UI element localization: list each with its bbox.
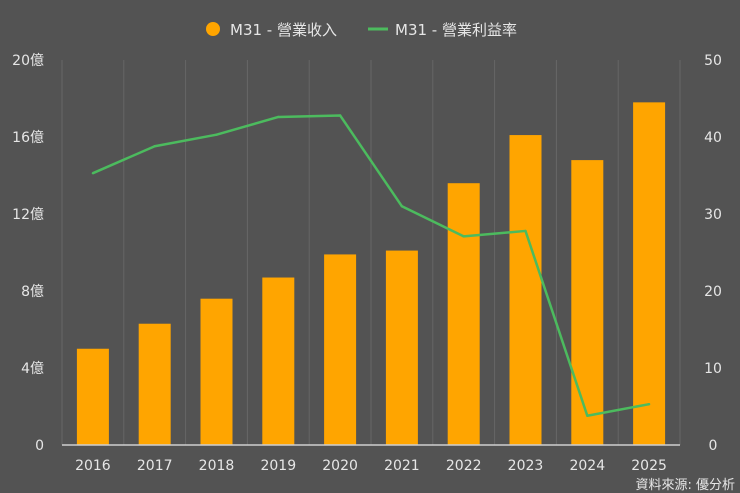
y-right-tick-label: 30: [704, 207, 722, 223]
bar-revenue-2016: [76, 348, 109, 445]
bar-revenue-2025: [633, 102, 666, 445]
x-tick-label: 2022: [446, 458, 482, 474]
y-left-tick-label: 16億: [12, 130, 44, 146]
line-point-2021: [400, 205, 404, 208]
x-tick-label: 2016: [75, 458, 111, 474]
line-point-2019: [277, 115, 280, 119]
line-point-2023: [524, 229, 527, 233]
x-tick-label: 2023: [508, 458, 544, 474]
line-point-2024: [586, 414, 589, 417]
y-left-tick-label: 8億: [21, 284, 44, 300]
bar-revenue-2021: [385, 250, 418, 445]
legend: M31 - 營業收入 M31 - 營業利益率: [206, 21, 517, 39]
line-operating-margin: [92, 114, 650, 417]
line-point-2016: [91, 171, 95, 175]
y-right-tick-label: 10: [704, 361, 722, 377]
line-point-2025: [647, 402, 651, 406]
y-right-tick-label: 0: [709, 438, 718, 454]
x-tick-label: 2017: [137, 458, 173, 474]
bar-revenue-2020: [324, 254, 357, 445]
line-point-2017: [153, 145, 156, 148]
source-note: 資料來源: 優分析: [635, 478, 735, 493]
x-tick-label: 2019: [260, 458, 296, 474]
y-left-tick-label: 20億: [12, 53, 44, 69]
x-tick-label: 2018: [199, 458, 235, 474]
y-left-tick-label: 4億: [21, 361, 44, 377]
line-point-2020: [338, 114, 342, 117]
bar-revenue-2023: [509, 135, 542, 445]
legend-revenue-marker: [206, 22, 220, 36]
y-left-tick-label: 0: [35, 438, 44, 454]
line-point-2022: [462, 235, 465, 238]
x-tick-label: 2021: [384, 458, 420, 474]
x-tick-label: 2024: [569, 458, 605, 474]
y-left-tick-label: 12億: [12, 207, 44, 223]
y-right-tick-label: 50: [704, 53, 722, 69]
bar-revenue-2024: [571, 160, 604, 445]
bar-revenue-2022: [447, 183, 480, 445]
bar-revenue-2017: [138, 323, 171, 445]
bar-revenue-2018: [200, 298, 233, 445]
y-right-tick-label: 40: [704, 130, 722, 146]
y-right-tick-label: 20: [704, 284, 722, 300]
bar-revenue-2019: [262, 277, 295, 445]
legend-revenue-label: M31 - 營業收入: [230, 21, 337, 39]
legend-margin-label: M31 - 營業利益率: [395, 21, 517, 39]
x-tick-label: 2020: [322, 458, 358, 474]
x-tick-label: 2025: [631, 458, 667, 474]
line-point-2018: [215, 133, 218, 136]
